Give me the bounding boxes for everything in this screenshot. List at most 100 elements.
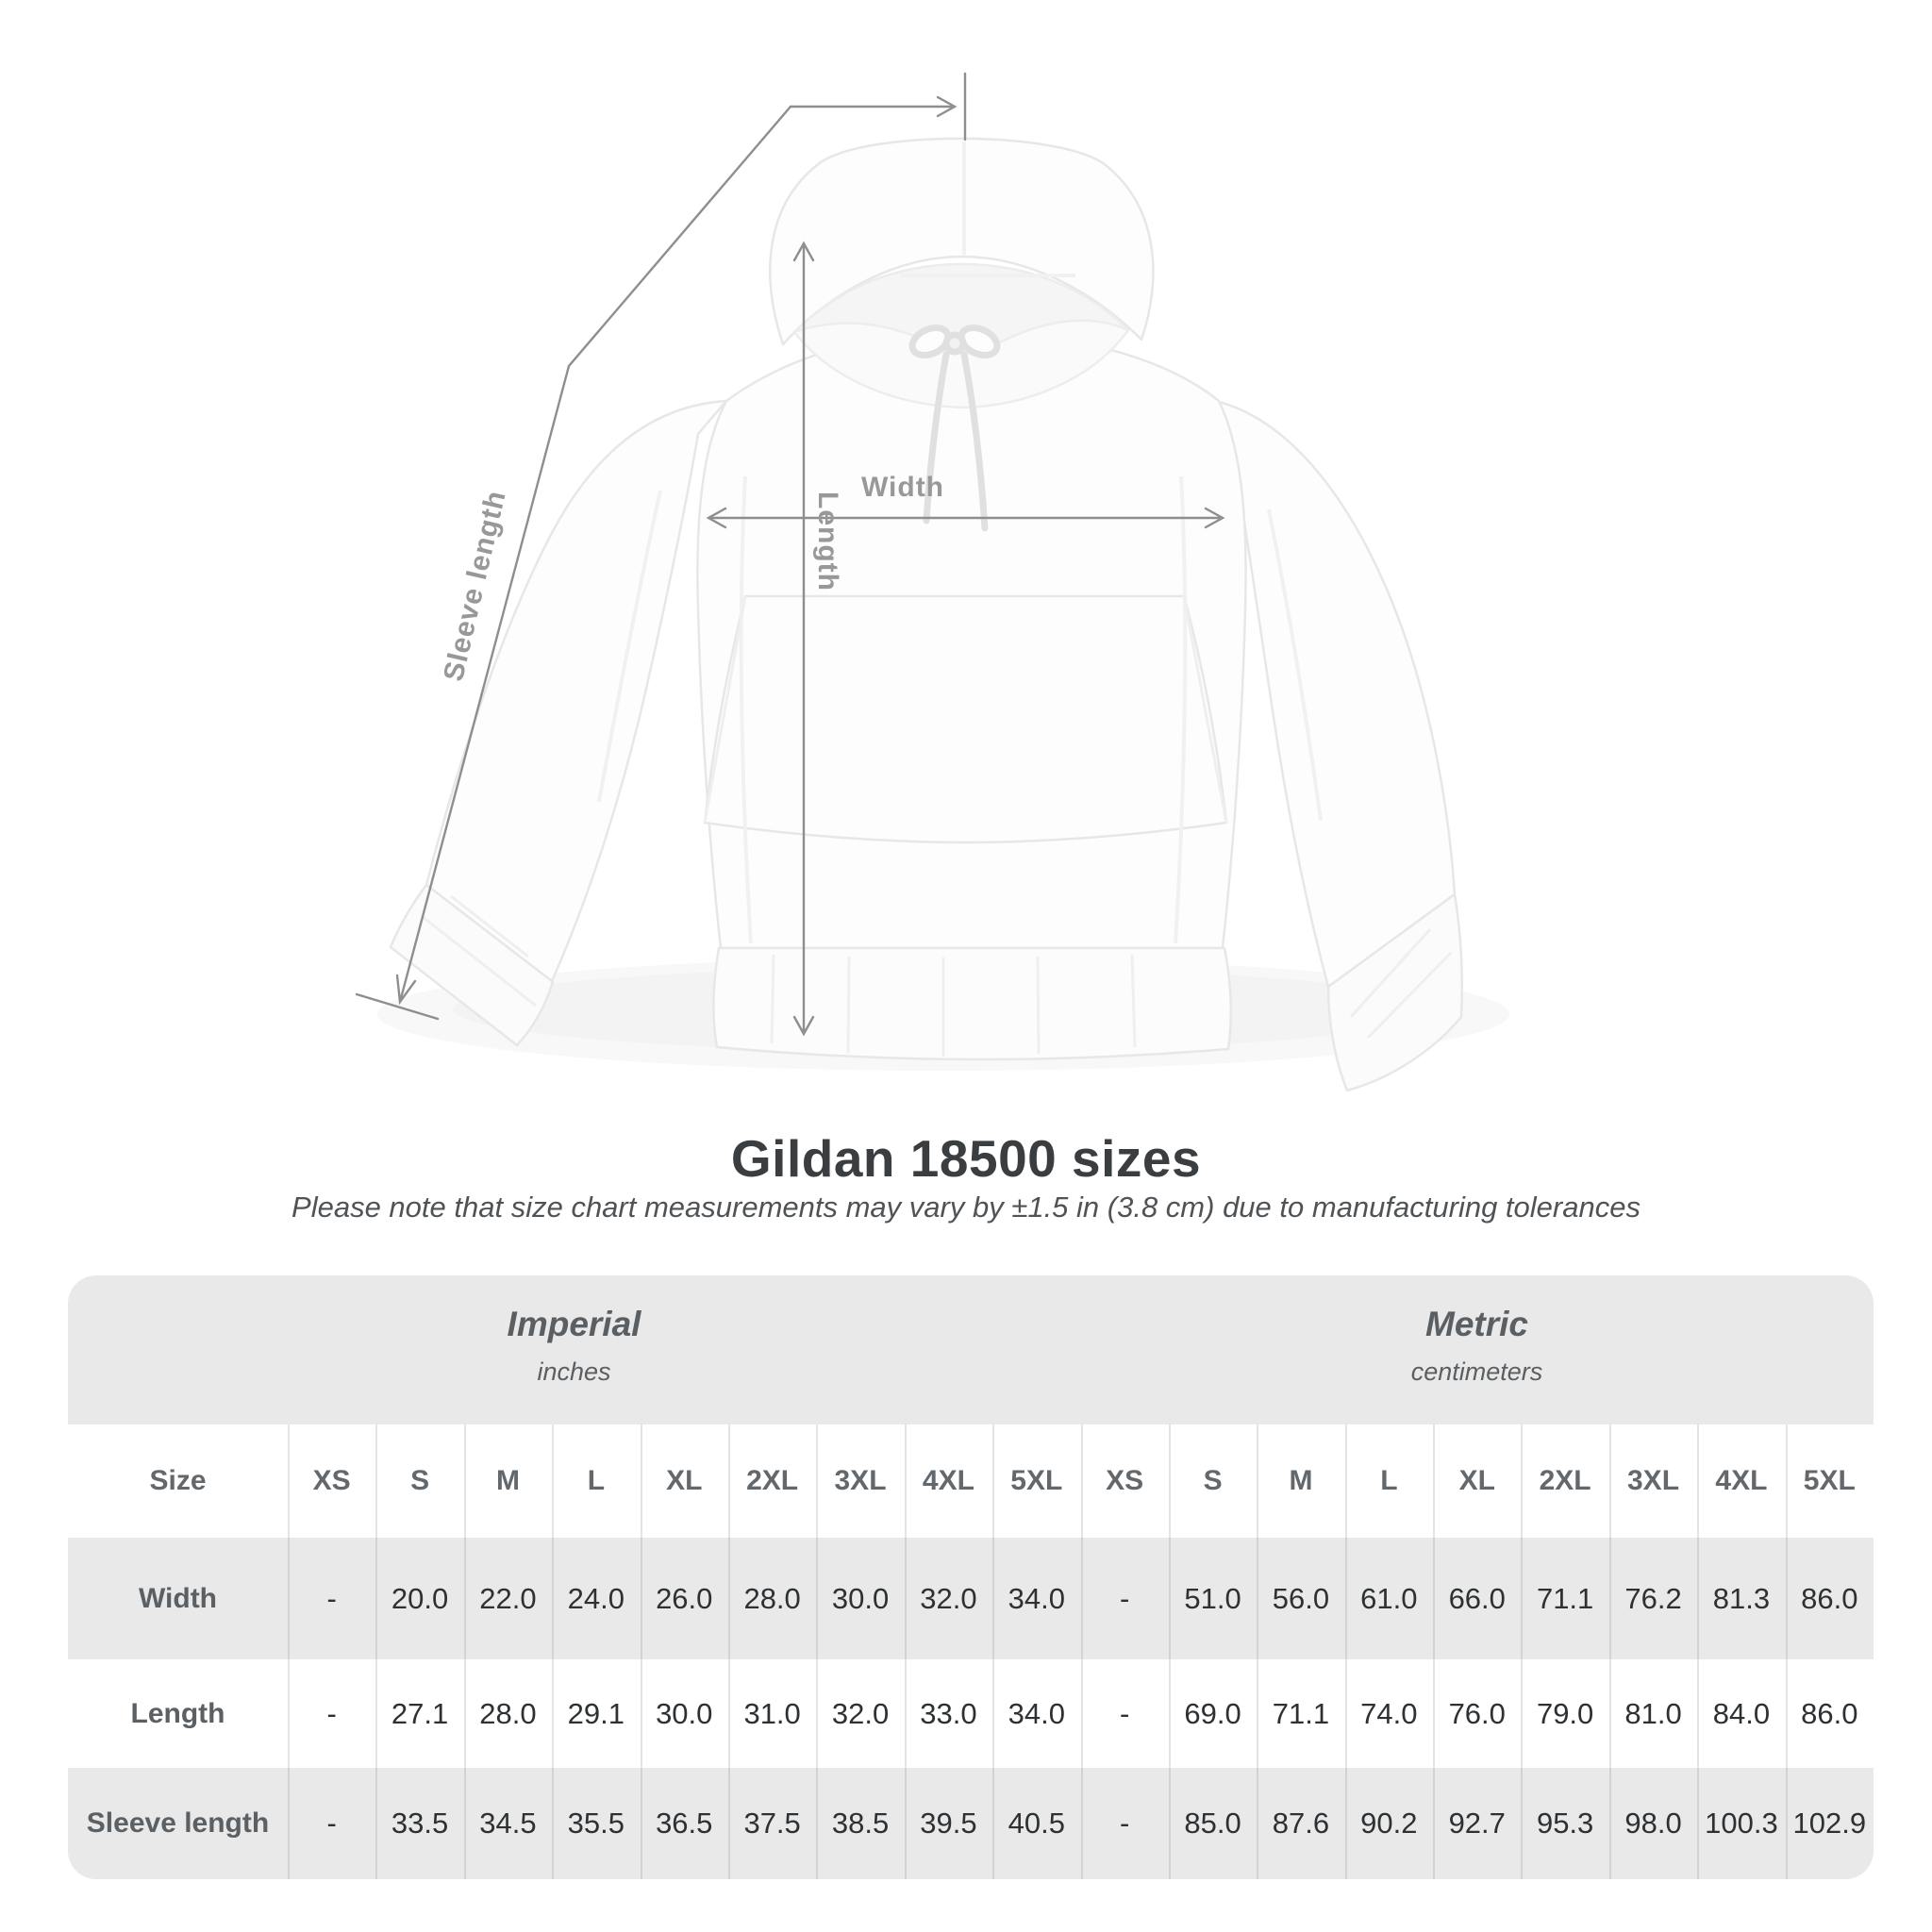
size-column-header: S <box>1203 1465 1223 1496</box>
size-column-header: 4XL <box>1715 1465 1768 1496</box>
sleeve-arrowhead-bottom <box>395 974 417 1006</box>
measurement-value-cell: 102.9 <box>1792 1807 1867 1840</box>
size-column-header: M <box>1289 1465 1313 1496</box>
sleeve-measure-diagonal-2 <box>398 364 571 1004</box>
measurement-value-cell: 86.0 <box>1801 1581 1858 1615</box>
size-column-header: XL <box>666 1465 703 1496</box>
length-measure-label: Length <box>812 491 843 591</box>
measurement-value-cell: 85.0 <box>1184 1807 1241 1840</box>
measurement-value-cell: - <box>326 1807 337 1840</box>
size-column-header: 4XL <box>922 1465 974 1496</box>
ribbing-lines <box>422 595 1453 1057</box>
measurement-value-cell: 20.0 <box>391 1581 449 1615</box>
measurement-value-cell: 29.1 <box>567 1696 625 1730</box>
sleeve-measure-diagonal-1 <box>567 105 792 368</box>
measurement-value-cell: 39.5 <box>920 1807 977 1840</box>
measurement-row-label: Width <box>138 1582 218 1614</box>
measurement-value-cell: 76.0 <box>1448 1696 1506 1730</box>
measurement-value-cell: 40.5 <box>1008 1807 1065 1840</box>
measurement-value-cell: 71.1 <box>1272 1696 1330 1730</box>
measurement-value-cell: 34.5 <box>479 1807 537 1840</box>
measurement-value-cell: 87.6 <box>1272 1807 1330 1840</box>
measurement-value-cell: 51.0 <box>1184 1581 1241 1615</box>
size-column-header: S <box>410 1465 430 1496</box>
unit-band: Imperial inches Metric centimeters <box>68 1275 1874 1424</box>
measurement-value-cell: 37.5 <box>743 1807 801 1840</box>
metric-unit-label: centimeters <box>1410 1357 1543 1386</box>
measurement-value-cell: 95.3 <box>1536 1807 1594 1840</box>
length-arrowhead-top <box>792 241 815 262</box>
size-column-header: M <box>495 1465 520 1496</box>
metric-label: Metric <box>1425 1304 1528 1343</box>
table-row-sleeve-length: Sleeve length - 33.5 34.5 35.5 36.5 37.5 38.5 39… <box>68 1768 1874 1879</box>
measurement-value-cell: 30.0 <box>656 1696 713 1730</box>
page-title: Gildan 18500 sizes <box>730 1129 1202 1188</box>
measurement-value-cell: - <box>1120 1807 1130 1840</box>
measurement-value-cell: 24.0 <box>567 1581 625 1615</box>
measurement-overlay <box>355 72 1225 1037</box>
size-header-row: Size XS S M L XL 2XL 3XL 4XL 5XL XS S M L XL 2XL 3XL 4XL 5… <box>68 1424 1874 1538</box>
measurement-value-cell: 76.2 <box>1624 1581 1682 1615</box>
measurement-row-label: Sleeve length <box>86 1807 270 1839</box>
drawstrings <box>908 324 1001 532</box>
measurement-value-cell: 74.0 <box>1360 1696 1418 1730</box>
hem-band <box>712 946 1233 1061</box>
measurement-value-cell: 33.5 <box>391 1807 449 1840</box>
measurement-value-cell: 35.5 <box>567 1807 625 1840</box>
size-column-header: 5XL <box>1803 1465 1856 1496</box>
measurement-value-cell: 28.0 <box>743 1581 801 1615</box>
table-row-width: Width - 20.0 22.0 24.0 26.0 28.0 30.0 32.0 34.0 - 5… <box>68 1538 1874 1659</box>
measurement-value-cell: 86.0 <box>1801 1696 1858 1730</box>
measurement-value-cell: 84.0 <box>1712 1696 1771 1730</box>
size-column-header: L <box>587 1465 606 1496</box>
size-corner-header: Size <box>149 1465 207 1496</box>
width-measure-label: Width <box>860 472 945 503</box>
measurement-value-cell: 34.0 <box>1008 1696 1065 1730</box>
imperial-unit-label: inches <box>537 1357 611 1386</box>
measurement-value-cell: 33.0 <box>920 1696 977 1730</box>
measurement-row-label: Length <box>130 1697 225 1729</box>
measurement-value-cell: 81.3 <box>1712 1581 1771 1615</box>
page-subtitle: Please note that size chart measurements… <box>291 1191 1641 1224</box>
sleeve-arrowhead-right <box>936 95 958 118</box>
measurement-value-cell: 66.0 <box>1448 1581 1506 1615</box>
width-arrowhead-left <box>706 507 727 529</box>
size-column-header: 3XL <box>834 1465 887 1496</box>
size-column-header: 2XL <box>1539 1465 1591 1496</box>
size-column-header: 5XL <box>1010 1465 1063 1496</box>
measurement-value-cell: 32.0 <box>920 1581 977 1615</box>
measurement-value-cell: 71.1 <box>1536 1581 1594 1615</box>
measurement-value-cell: 26.0 <box>656 1581 713 1615</box>
measurement-value-cell: 28.0 <box>479 1696 537 1730</box>
measurement-value-cell: - <box>326 1696 337 1730</box>
measurement-value-cell: 69.0 <box>1184 1696 1241 1730</box>
measurement-value-cell: - <box>1120 1581 1130 1615</box>
measurement-value-cell: 79.0 <box>1536 1696 1594 1730</box>
hood <box>769 137 1155 346</box>
measurement-value-cell: 31.0 <box>743 1696 801 1730</box>
right-cuff <box>1326 892 1463 1092</box>
hoodie-figure: Length Width Sleeve length <box>355 72 1463 1092</box>
size-column-header: 3XL <box>1627 1465 1680 1496</box>
metric-group: Metric centimeters <box>1080 1275 1874 1424</box>
fold-lines <box>597 142 1323 944</box>
measurement-value-cell: - <box>326 1581 337 1615</box>
length-arrowhead-bottom <box>792 1015 815 1037</box>
measurement-value-cell: 34.0 <box>1008 1581 1065 1615</box>
measurement-value-cell: 38.5 <box>831 1807 890 1840</box>
sleeve-measure-end-tick <box>355 992 440 1021</box>
size-table: Imperial inches Metric centimeters Size X… <box>68 1275 1874 1879</box>
measurement-value-cell: 27.1 <box>391 1696 449 1730</box>
size-column-header: XL <box>1458 1465 1495 1496</box>
measurement-value-cell: 61.0 <box>1360 1581 1418 1615</box>
size-column-header: XS <box>1106 1465 1144 1496</box>
imperial-label: Imperial <box>507 1304 641 1343</box>
size-column-header: L <box>1380 1465 1398 1496</box>
measurement-value-cell: 56.0 <box>1272 1581 1330 1615</box>
measurement-value-cell: 98.0 <box>1624 1807 1682 1840</box>
measurement-value-cell: 30.0 <box>831 1581 890 1615</box>
kangaroo-pocket <box>703 594 1228 844</box>
measurement-value-cell: 90.2 <box>1360 1807 1418 1840</box>
measurement-value-cell: 92.7 <box>1448 1807 1506 1840</box>
